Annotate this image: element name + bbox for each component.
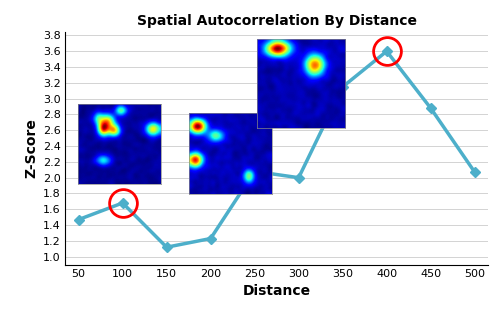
Y-axis label: Z-Score: Z-Score — [25, 118, 39, 178]
Title: Spatial Autocorrelation By Distance: Spatial Autocorrelation By Distance — [137, 14, 416, 27]
X-axis label: Distance: Distance — [242, 284, 311, 298]
